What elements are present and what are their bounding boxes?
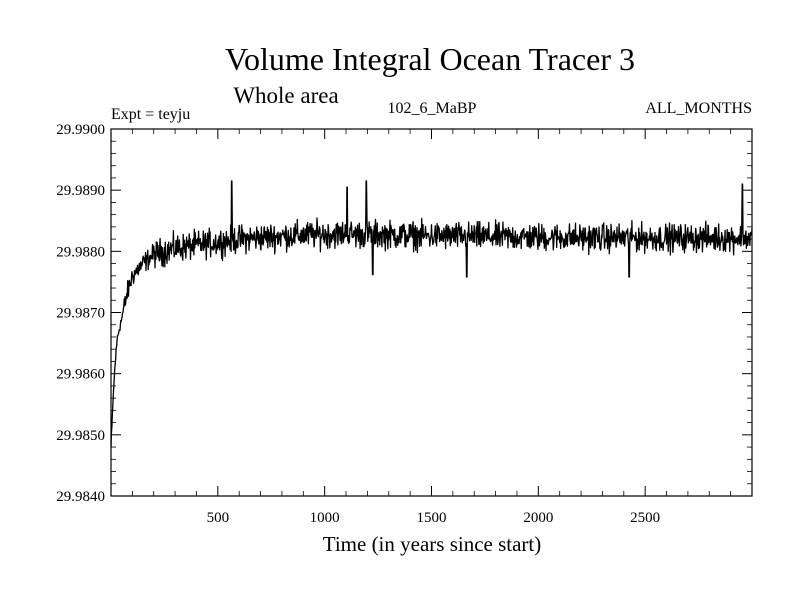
y-tick-label: 29.9870 <box>56 306 105 322</box>
plot-frame <box>110 128 753 497</box>
y-tick-label: 29.9900 <box>56 122 105 138</box>
x-axis-label: Time (in years since start) <box>323 532 542 556</box>
y-tick-label: 29.9880 <box>56 244 105 260</box>
x-tick-label: 2500 <box>630 510 660 526</box>
run-label: 102_6_MaBP <box>388 100 477 117</box>
experiment-label: Expt = teyju <box>111 106 190 123</box>
y-tick-label: 29.9890 <box>56 183 105 199</box>
y-tick-label: 29.9860 <box>56 367 105 383</box>
series-line <box>110 180 753 447</box>
chart-title: Volume Integral Ocean Tracer 3 <box>225 41 635 77</box>
y-tick-label: 29.9850 <box>56 428 105 444</box>
x-tick-label: 1500 <box>417 510 447 526</box>
months-label: ALL_MONTHS <box>645 100 752 117</box>
x-tick-label: 1000 <box>310 510 340 526</box>
y-axis-ticks: 29.9840 29.9850 29.9860 29.9870 29.9880 29.98… <box>56 122 752 505</box>
x-tick-label: 500 <box>207 510 230 526</box>
minor-ticks <box>111 129 752 496</box>
chart-subtitle: Whole area <box>233 83 338 108</box>
y-tick-label: 29.9840 <box>56 489 105 505</box>
x-tick-label: 2000 <box>523 510 553 526</box>
x-axis-ticks: 500 1000 1500 2000 2500 <box>207 129 660 526</box>
series-layer <box>110 180 753 447</box>
